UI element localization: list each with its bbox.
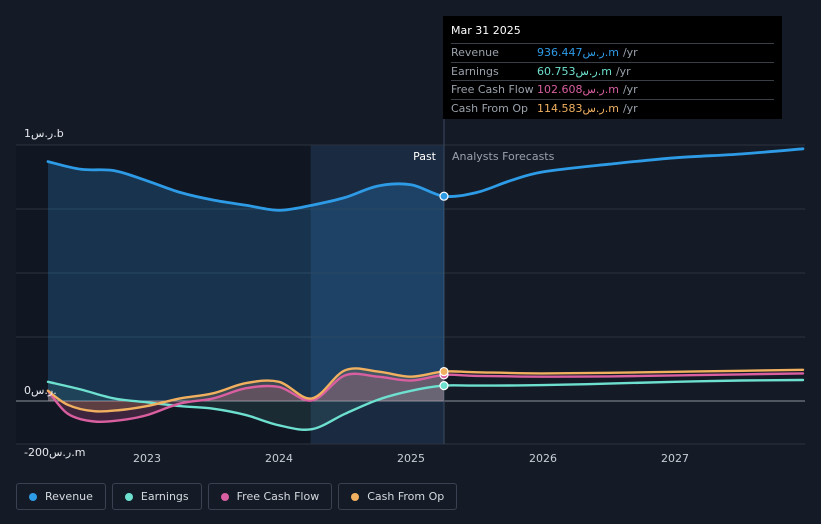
area-revenue — [48, 161, 444, 401]
legend-label: Cash From Op — [367, 490, 445, 503]
tooltip-label: Revenue — [451, 46, 499, 60]
tooltip-row-earnings: Earnings 60.753ر.س.m /yr — [451, 61, 774, 81]
chart-markers — [439, 191, 449, 391]
legend-item-earnings[interactable]: Earnings — [111, 483, 202, 510]
tooltip-unit: /yr — [622, 101, 638, 115]
tooltip-date: Mar 31 2025 — [451, 24, 521, 37]
marker-cash-from-op — [439, 366, 449, 377]
line-free-cash-flow — [46, 372, 805, 424]
area-earnings — [48, 381, 444, 430]
chart-lines — [46, 147, 805, 431]
x-tick-label: 2027 — [661, 452, 689, 465]
highlight-region-background — [310, 145, 444, 444]
marker-earnings — [439, 381, 449, 391]
line-earnings — [46, 378, 805, 431]
x-tick-label: 2026 — [529, 452, 557, 465]
tooltip-value: 60.753ر.س.m — [537, 64, 612, 78]
chart-text: 1ر.س.b 0ر.س. -200ر.س.m 2023 2024 2025 2026 2027… — [24, 127, 689, 465]
chart-legend: Revenue Earnings Free Cash Flow Cash Fro… — [16, 483, 458, 510]
legend-dot-icon — [220, 492, 229, 501]
legend-dot-icon — [29, 492, 37, 501]
tooltip-panel: Mar 31 2025 Revenue 936.447ر.س.m /yr Ear… — [443, 16, 782, 119]
y-axis-label: -200ر.س.m — [24, 446, 85, 459]
tooltip-value: 936.447ر.س.m — [537, 46, 619, 60]
tooltip-unit: /yr — [622, 83, 638, 97]
legend-dot-icon — [351, 492, 360, 501]
x-tick-label: 2023 — [133, 452, 161, 465]
y-axis-label: 0ر.س. — [24, 384, 57, 397]
past-label: Past — [413, 150, 437, 163]
tooltip-row-free-cash-flow: Free Cash Flow 102.608ر.س.m /yr — [451, 80, 774, 99]
chart-areas — [48, 161, 444, 430]
tooltip-label: Cash From Op — [451, 101, 529, 115]
tooltip-row-cash-from-op: Cash From Op 114.583ر.س.m /yr — [451, 98, 774, 118]
legend-label: Revenue — [45, 490, 93, 503]
legend-label: Earnings — [140, 490, 189, 503]
marker-revenue — [439, 191, 449, 201]
legend-item-free-cash-flow[interactable]: Free Cash Flow — [207, 483, 333, 510]
legend-item-revenue[interactable]: Revenue — [16, 483, 106, 510]
tooltip-label: Earnings — [451, 64, 499, 78]
line-cash-from-op — [46, 367, 805, 413]
legend-item-cash-from-op[interactable]: Cash From Op — [338, 483, 458, 510]
area-free-cash-flow — [48, 373, 444, 422]
area-cash-from-op — [48, 368, 444, 412]
tooltip-value: 102.608ر.س.m — [537, 83, 619, 97]
tooltip-value: 114.583ر.س.m — [537, 101, 619, 115]
tooltip-unit: /yr — [615, 64, 631, 78]
x-tick-label: 2025 — [397, 452, 425, 465]
tooltip-unit: /yr — [622, 46, 638, 60]
x-tick-label: 2024 — [265, 452, 293, 465]
legend-dot-icon — [124, 492, 133, 501]
tooltip-row-revenue: Revenue 936.447ر.س.m /yr — [451, 43, 774, 62]
forecast-label: Analysts Forecasts — [452, 150, 555, 163]
tooltip-label: Free Cash Flow — [451, 83, 534, 97]
y-axis-label: 1ر.س.b — [24, 127, 64, 140]
legend-label: Free Cash Flow — [236, 490, 320, 503]
line-revenue — [46, 147, 805, 212]
